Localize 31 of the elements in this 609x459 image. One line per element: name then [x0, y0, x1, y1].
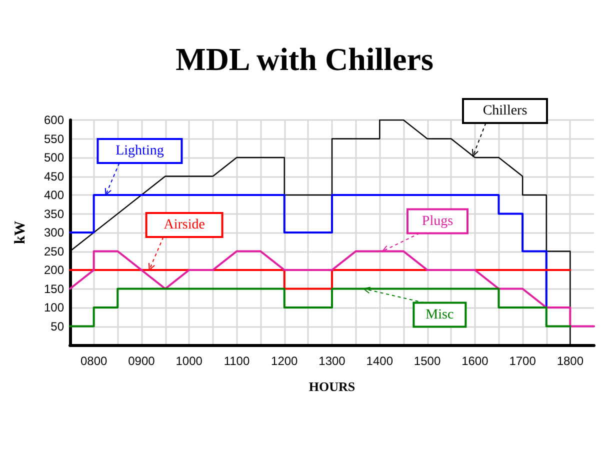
- y-tick-label: 350: [44, 206, 64, 221]
- y-tick-label: 600: [44, 113, 64, 127]
- x-tick-label: 1400: [366, 354, 394, 368]
- x-tick-label: 1700: [509, 354, 536, 368]
- x-tick-label: 1100: [224, 354, 250, 368]
- x-tick-label: 0900: [128, 354, 156, 368]
- x-tick-label: 1600: [462, 354, 489, 368]
- y-tick-label: 550: [44, 132, 64, 146]
- x-tick-label: 1800: [556, 354, 584, 368]
- y-tick-label: 150: [44, 282, 64, 296]
- y-tick-label: 500: [44, 150, 64, 164]
- chart-title: MDL with Chillers: [176, 41, 434, 77]
- x-tick-label: 1500: [414, 354, 441, 368]
- x-tick-label: 1300: [318, 354, 346, 368]
- x-tick-label: 1000: [176, 354, 203, 368]
- y-tick-label: 450: [44, 169, 64, 184]
- y-tick-label: 200: [44, 263, 64, 277]
- x-axis-title: HOURS: [308, 379, 356, 394]
- text: Plugs: [422, 214, 454, 229]
- y-tick-label: 400: [44, 188, 64, 202]
- y-tick-label: 100: [44, 300, 64, 314]
- text: Chillers: [482, 104, 528, 118]
- text: Lighting: [116, 144, 164, 158]
- y-tick-label: 300: [44, 226, 64, 240]
- x-tick-label: 0800: [80, 354, 108, 368]
- series-label: Misc: [426, 307, 454, 322]
- y-tick-label: 50: [50, 319, 64, 334]
- y-tick-label: 250: [44, 244, 64, 258]
- text: Airside: [164, 218, 205, 232]
- y-axis-title: kW: [12, 220, 28, 244]
- x-tick-label: 1200: [271, 354, 298, 368]
